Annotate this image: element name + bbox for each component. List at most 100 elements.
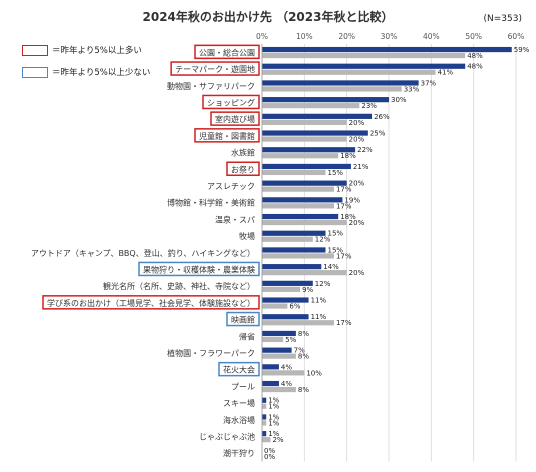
- category-label: 潮干狩り: [223, 448, 255, 458]
- bar-2023: [262, 403, 267, 409]
- data-label-2023: 1%: [268, 403, 279, 411]
- data-label-2023: 8%: [298, 386, 309, 394]
- data-label-2024: 8%: [298, 330, 309, 338]
- category-label: 児童館・図書館: [199, 131, 255, 141]
- data-label-2023: 6%: [289, 302, 300, 310]
- category-label: お祭り: [231, 164, 255, 174]
- data-label-2024: 48%: [467, 63, 483, 71]
- data-label-2024: 22%: [357, 146, 373, 154]
- bar-2024: [262, 297, 309, 303]
- data-label-2023: 10%: [306, 369, 322, 377]
- bar-2023: [262, 270, 347, 276]
- bar-2023: [262, 437, 271, 443]
- category-highlight-blue: [226, 311, 260, 327]
- bar-2023: [262, 303, 288, 309]
- category-label: スキー場: [223, 398, 255, 408]
- legend-blue-box: [22, 67, 48, 78]
- data-label-2024: 30%: [391, 96, 407, 104]
- data-label-2024: 25%: [370, 129, 386, 137]
- category-label: アスレチック: [207, 182, 255, 191]
- category-label: 植物園・フラワーパーク: [167, 348, 255, 358]
- bar-2023: [262, 353, 296, 359]
- data-label-2023: 17%: [336, 186, 352, 194]
- data-label-2024: 37%: [421, 79, 437, 87]
- data-label-2023: 41%: [438, 69, 454, 77]
- bar-2024: [262, 314, 309, 320]
- x-tick-label: 40%: [423, 32, 440, 41]
- category-highlight-red: [226, 161, 260, 176]
- category-label: 観光名所（名所、史跡、神社、寺院など）: [103, 281, 255, 291]
- bar-2024: [262, 414, 267, 420]
- category-label: アウトドア（キャンプ、BBQ、登山、釣り、ハイキングなど）: [31, 248, 255, 258]
- bar-2023: [262, 236, 313, 242]
- bar-2023: [262, 370, 305, 376]
- data-label-2024: 19%: [344, 196, 360, 204]
- bar-2023: [262, 69, 436, 75]
- data-label-2024: 0%: [264, 447, 275, 455]
- category-label: 動物園・サファリパーク: [167, 81, 255, 91]
- legend-red-box: [22, 45, 48, 56]
- data-label-2023: 20%: [349, 119, 365, 127]
- category-label: 水族館: [231, 148, 255, 158]
- data-label-2024: 15%: [328, 246, 344, 254]
- category-highlight-blue: [138, 261, 260, 277]
- category-label: 牧場: [239, 231, 255, 241]
- category-label: プール: [231, 382, 255, 391]
- category-highlight-red: [42, 295, 260, 310]
- data-label-2023: 23%: [361, 102, 377, 110]
- chart-title: 2024年秋のお出かけ先 （2023年秋と比較）: [142, 10, 394, 24]
- bar-2023: [262, 336, 284, 343]
- bar-2024: [262, 97, 389, 103]
- data-label-2024: 4%: [281, 380, 292, 388]
- bar-2024: [262, 364, 279, 370]
- bar-2023: [262, 169, 326, 176]
- category-label: 博物館・科学館・美術館: [167, 198, 255, 208]
- x-tick-label: 60%: [508, 32, 525, 41]
- bar-2023: [262, 386, 296, 393]
- bar-2023: [262, 253, 334, 259]
- category-label: 映画館: [231, 315, 255, 325]
- data-label-2024: 18%: [340, 213, 356, 221]
- legend-item-increase: ＝昨年より5%以上多い: [22, 44, 142, 56]
- bar-2023: [262, 153, 339, 159]
- bar-2024: [262, 80, 419, 86]
- x-tick-label: 0%: [256, 32, 268, 41]
- x-tick-label: 50%: [465, 32, 482, 41]
- bar-2024: [262, 147, 356, 153]
- category-label: じゃぶじゃぶ池: [199, 431, 255, 441]
- data-label-2023: 5%: [285, 336, 296, 344]
- bar-2024: [262, 230, 326, 236]
- bar-2024: [262, 347, 292, 353]
- bar-2023: [262, 203, 334, 209]
- bar-2024: [262, 280, 313, 286]
- bar-2024: [262, 397, 267, 403]
- category-label: 学び系のお出かけ（工場見学、社会見学、体験施設など）: [47, 298, 255, 308]
- data-label-2024: 21%: [353, 163, 369, 171]
- category-highlight-red: [210, 111, 260, 126]
- category-highlight-red: [194, 44, 260, 60]
- bar-2024: [262, 197, 343, 203]
- data-label-2024: 7%: [294, 347, 305, 355]
- bar-2024: [262, 46, 512, 53]
- data-label-2023: 9%: [302, 286, 313, 294]
- data-label-2023: 1%: [268, 419, 279, 427]
- data-label-2023: 17%: [336, 319, 352, 327]
- bar-2024: [262, 130, 368, 136]
- data-label-2023: 20%: [349, 135, 365, 143]
- category-label: 室内遊び場: [215, 114, 255, 124]
- bar-2023: [262, 52, 466, 59]
- data-label-2023: 17%: [336, 202, 352, 210]
- data-label-2023: 20%: [349, 219, 365, 227]
- data-label-2024: 59%: [514, 46, 530, 54]
- bar-2023: [262, 186, 334, 192]
- data-label-2023: 8%: [298, 353, 309, 361]
- data-label-2024: 4%: [281, 363, 292, 371]
- data-label-2024: 1%: [268, 430, 279, 438]
- bar-2023: [262, 86, 402, 92]
- bar-2024: [262, 380, 279, 387]
- data-label-2024: 26%: [374, 113, 390, 121]
- x-tick-label: 20%: [338, 32, 355, 41]
- category-label: ショッピング: [207, 97, 255, 107]
- data-label-2023: 17%: [336, 252, 352, 260]
- data-label-2024: 11%: [311, 296, 327, 304]
